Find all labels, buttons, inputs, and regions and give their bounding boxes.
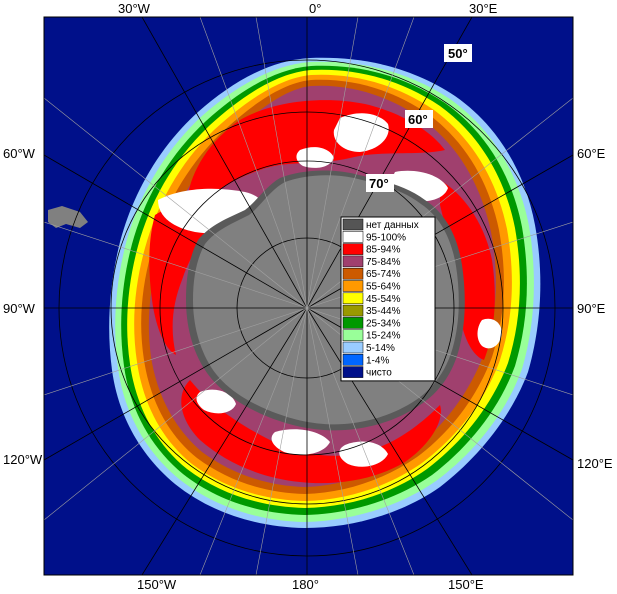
latitude-label-50: 50° bbox=[444, 44, 472, 62]
lon-label-30e: 30°E bbox=[469, 1, 498, 16]
legend-swatch bbox=[342, 231, 364, 243]
latitude-label-70: 70° bbox=[366, 174, 394, 192]
legend-swatch bbox=[342, 218, 364, 231]
lon-label-120e: 120°E bbox=[577, 456, 613, 471]
legend-swatch bbox=[342, 329, 364, 341]
legend-swatch bbox=[342, 267, 364, 280]
legend-swatch bbox=[342, 292, 364, 305]
map-frame bbox=[43, 16, 574, 576]
ice-patch-95-100-south-b bbox=[271, 429, 330, 455]
legend-swatch bbox=[342, 341, 364, 354]
legend-label: 45-54% bbox=[366, 294, 401, 305]
lon-label-30w: 30°W bbox=[118, 1, 151, 16]
legend-swatch bbox=[342, 304, 364, 317]
lon-label-60e: 60°E bbox=[577, 146, 606, 161]
legend-swatch bbox=[342, 243, 364, 255]
latitude-label-60-text: 60° bbox=[408, 112, 428, 127]
legend-label: нет данных bbox=[366, 220, 419, 231]
ice-patch-95-100-north-b bbox=[296, 147, 334, 168]
lon-label-90w: 90°W bbox=[3, 301, 36, 316]
ice-patch-95-100-east bbox=[477, 318, 502, 349]
legend-label: 25-34% bbox=[366, 318, 401, 329]
legend-swatch bbox=[342, 255, 364, 268]
legend-swatch bbox=[342, 317, 364, 329]
south-america-land bbox=[48, 206, 88, 228]
legend-swatch bbox=[342, 354, 364, 366]
legend-label: 1-4% bbox=[366, 355, 389, 366]
ice-patch-95-100-south-a bbox=[196, 389, 236, 414]
legend-label: чисто bbox=[366, 368, 392, 379]
legend-label: 55-64% bbox=[366, 282, 401, 293]
ice-patch-85-94-east bbox=[440, 180, 495, 360]
legend-label: 65-74% bbox=[366, 269, 401, 280]
latitude-label-50-text: 50° bbox=[448, 46, 468, 61]
legend-label: 35-44% bbox=[366, 306, 401, 317]
latitude-label-60: 60° bbox=[405, 110, 433, 128]
legend-label: 85-94% bbox=[366, 245, 401, 256]
lon-label-150e: 150°E bbox=[448, 577, 484, 592]
legend-label: 15-24% bbox=[366, 331, 401, 342]
legend-label: 75-84% bbox=[366, 257, 401, 268]
legend-label: 95-100% bbox=[366, 232, 406, 243]
lon-label-150w: 150°W bbox=[137, 577, 177, 592]
lon-label-0: 0° bbox=[309, 1, 321, 16]
legend-label: 5-14% bbox=[366, 343, 395, 354]
lon-label-60w: 60°W bbox=[3, 146, 36, 161]
antarctic-peninsula bbox=[212, 215, 259, 278]
lon-label-90e: 90°E bbox=[577, 301, 606, 316]
legend-swatch bbox=[342, 280, 364, 292]
lon-label-120w: 120°W bbox=[3, 452, 43, 467]
legend-swatch bbox=[342, 366, 364, 378]
lon-label-180: 180° bbox=[292, 577, 319, 592]
latitude-label-70-text: 70° bbox=[369, 176, 389, 191]
